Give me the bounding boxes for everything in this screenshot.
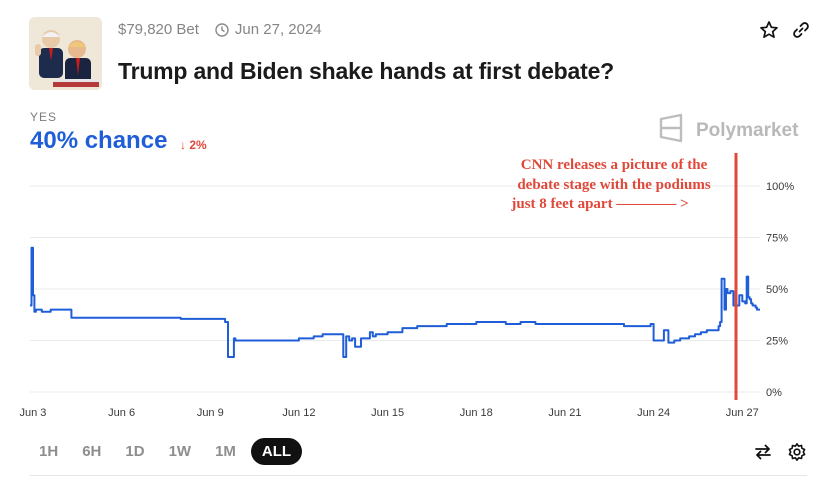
range-all-button[interactable]: ALL	[250, 438, 303, 465]
range-1h-button[interactable]: 1H	[39, 443, 59, 460]
x-tick-label: Jun 3	[19, 407, 46, 419]
x-tick-label: Jun 24	[637, 407, 670, 419]
x-tick-label: Jun 18	[460, 407, 493, 419]
chart-annotation: CNN releases a picture of the debate sta…	[484, 156, 744, 215]
star-icon[interactable]	[759, 20, 779, 40]
candidates-image	[29, 17, 102, 90]
range-1d-button[interactable]: 1D	[125, 443, 145, 460]
y-tick-label: 0%	[766, 387, 782, 399]
swap-icon[interactable]	[753, 442, 773, 462]
chart-actions	[753, 442, 807, 462]
annotation-line-3: just 8 feet apart ———— >	[511, 196, 689, 212]
polymarket-logo-icon	[656, 113, 686, 149]
range-6h-button[interactable]: 6H	[82, 443, 102, 460]
chance-value: 40% chance	[30, 127, 168, 154]
x-tick-label: Jun 15	[371, 407, 404, 419]
x-tick-label: Jun 12	[282, 407, 315, 419]
range-1m-button[interactable]: 1M	[215, 443, 236, 460]
annotation-line-1: CNN releases a picture of the	[520, 157, 708, 173]
chance-change: ↓ 2%	[180, 138, 207, 152]
y-tick-label: 50%	[766, 284, 788, 296]
x-tick-label: Jun 21	[548, 407, 581, 419]
time-range-selector: 1H 6H 1D 1W 1M ALL	[30, 438, 303, 465]
market-title: Trump and Biden shake hands at first deb…	[118, 58, 615, 84]
y-tick-label: 100%	[766, 181, 794, 193]
y-tick-label: 75%	[766, 233, 788, 245]
clock-icon	[215, 22, 229, 37]
y-tick-label: 25%	[766, 336, 788, 348]
price-series-line	[30, 246, 760, 358]
bottom-divider	[30, 475, 807, 476]
link-icon[interactable]	[791, 20, 811, 40]
annotation-line-2: debate stage with the podiums	[517, 176, 711, 193]
end-date-text: Jun 27, 2024	[234, 21, 322, 38]
header-actions	[759, 20, 811, 40]
range-1w-button[interactable]: 1W	[168, 443, 192, 460]
x-tick-label: Jun 27	[726, 407, 759, 419]
x-tick-label: Jun 6	[108, 407, 135, 419]
brand-name: Polymarket	[696, 120, 799, 141]
polymarket-brand: Polymarket	[656, 113, 798, 149]
market-meta: $79,820 Bet Jun 27, 2024	[118, 21, 322, 38]
volume-text: $79,820 Bet	[118, 21, 199, 38]
x-tick-label: Jun 9	[197, 407, 224, 419]
market-thumbnail	[29, 17, 102, 90]
gear-icon[interactable]	[787, 442, 807, 462]
outcome-label: YES	[30, 110, 58, 124]
